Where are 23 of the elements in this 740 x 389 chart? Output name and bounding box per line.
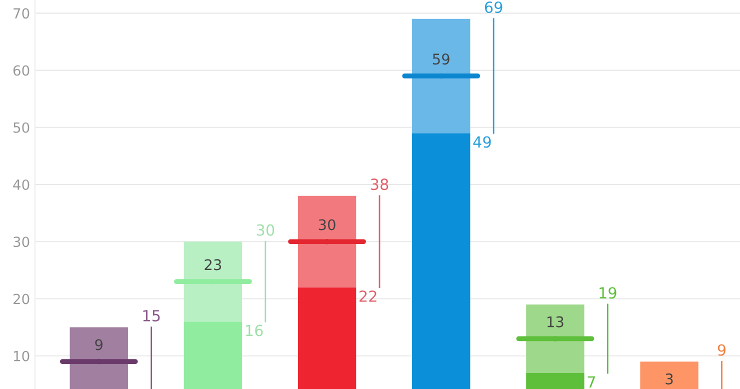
y-tick-label: 50 (14, 122, 30, 133)
data-label: 22 (360, 290, 376, 302)
total-label: 19 (600, 287, 616, 299)
total-label: 9 (718, 344, 726, 356)
y-tick-label: 60 (13, 65, 30, 76)
y-tick-label: 30 (14, 236, 30, 248)
data-label: 16 (246, 324, 263, 336)
total-label: 30 (256, 224, 274, 236)
y-tick-label: 10 (14, 350, 30, 362)
y-tick-label: 20 (13, 294, 30, 304)
data-label: 13 (548, 316, 564, 328)
data-label: 7 (588, 376, 595, 388)
annotation: 3 (666, 373, 673, 384)
data-label: 59 (432, 54, 450, 65)
y-tick-label: 40 (13, 179, 30, 190)
total-label: 38 (370, 178, 388, 190)
data-label: 30 (318, 219, 336, 230)
data-label: 23 (204, 259, 222, 270)
y-tick-label: 70 (14, 8, 30, 19)
total-label: 69 (484, 1, 502, 14)
total-label: 15 (143, 310, 160, 322)
data-label: 9 (95, 339, 102, 350)
data-label: 49 (473, 136, 491, 148)
